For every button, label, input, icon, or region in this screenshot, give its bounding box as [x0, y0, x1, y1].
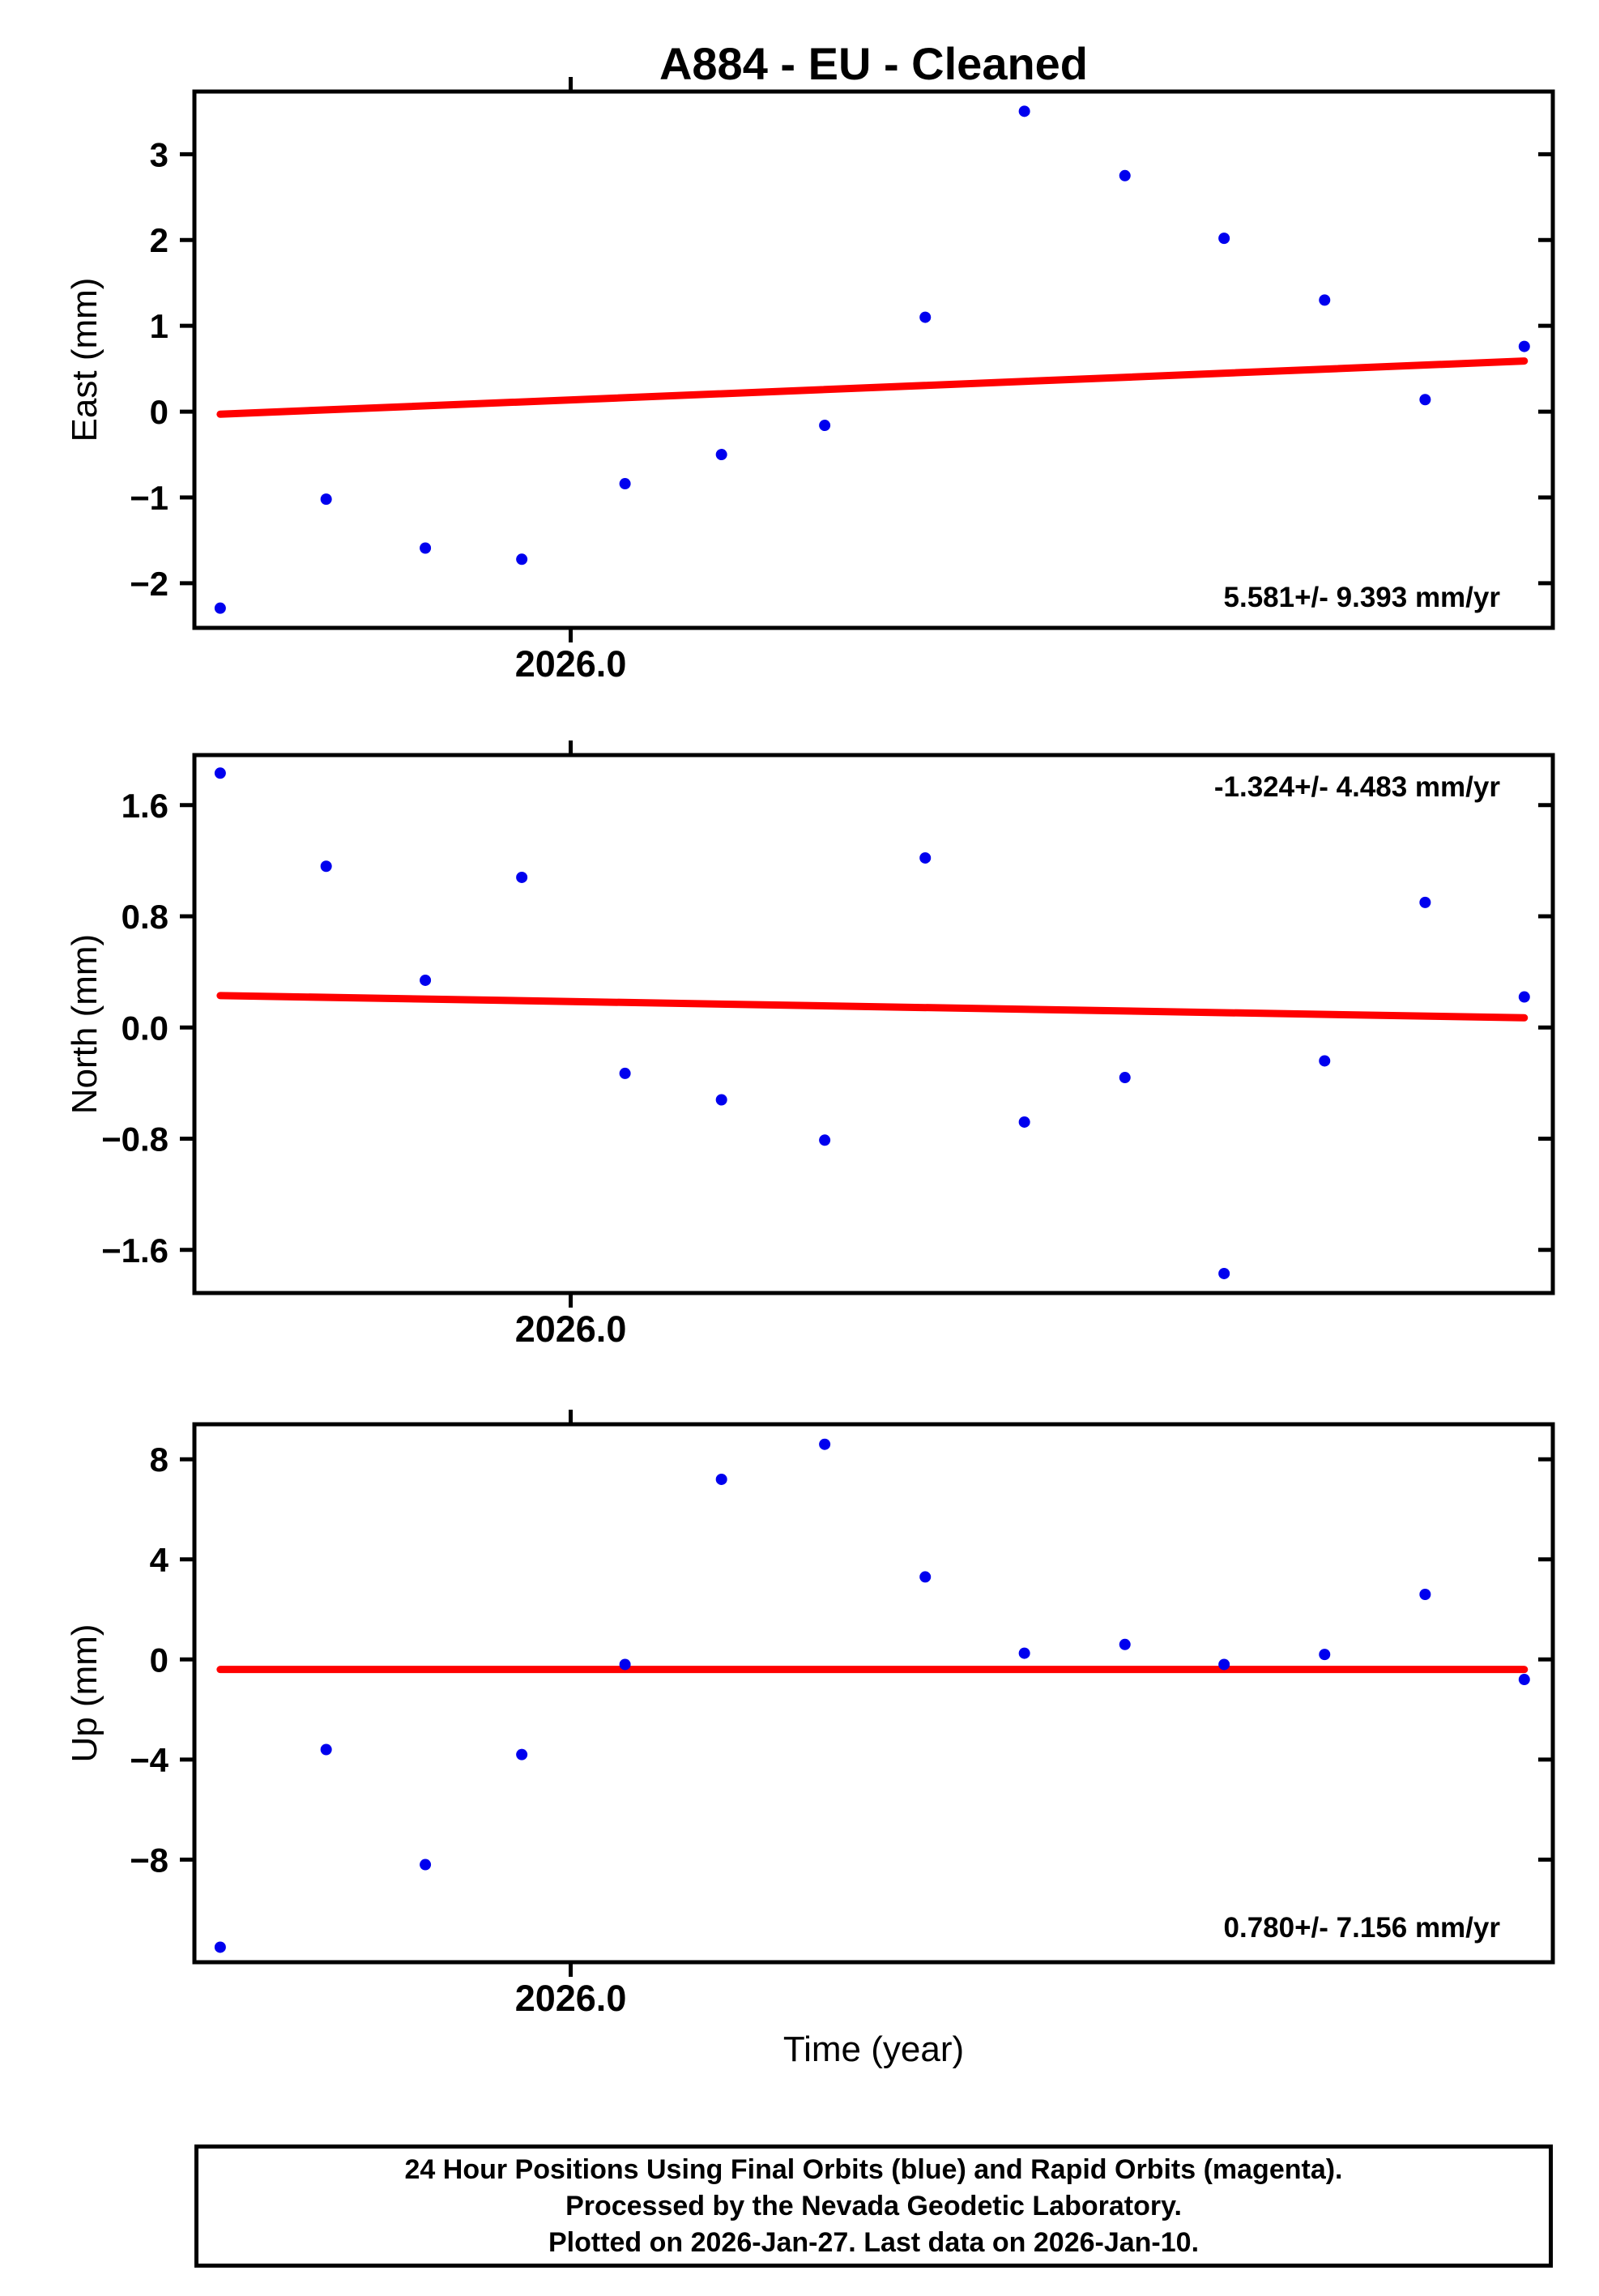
- data-point: [1419, 896, 1431, 908]
- data-point: [1119, 169, 1131, 181]
- data-point: [919, 311, 932, 323]
- data-point: [919, 851, 932, 864]
- y-tick-label: 8: [150, 1440, 168, 1479]
- data-point: [1218, 1658, 1230, 1671]
- data-point: [214, 602, 226, 614]
- data-point: [1419, 394, 1431, 406]
- data-point: [420, 542, 432, 554]
- data-point: [619, 1067, 631, 1079]
- data-point: [619, 478, 631, 490]
- data-point: [715, 1473, 727, 1485]
- y-tick-label: 0.0: [122, 1009, 168, 1047]
- y-tick-label: −2: [130, 565, 168, 603]
- up-rate-annotation: 0.780+/- 7.156 mm/yr: [1223, 1912, 1501, 1944]
- data-point: [819, 1134, 831, 1146]
- data-point: [819, 420, 831, 432]
- data-point: [214, 1941, 226, 1953]
- data-point: [1319, 1055, 1331, 1067]
- data-point: [919, 1571, 932, 1583]
- plot-title: A884 - EU - Cleaned: [659, 38, 1089, 89]
- panel-frame: [192, 1422, 1555, 1965]
- data-point: [1119, 1638, 1131, 1650]
- data-point: [320, 1743, 332, 1756]
- y-tick-label: −4: [130, 1741, 169, 1779]
- y-tick-label: 0: [150, 1641, 168, 1679]
- caption-box: 24 Hour Positions Using Final Orbits (bl…: [194, 2144, 1553, 2268]
- caption-line-3: Plotted on 2026-Jan-27. Last data on 202…: [548, 2226, 1200, 2258]
- y-tick-label: 3: [150, 135, 168, 173]
- data-point: [516, 1748, 528, 1760]
- y-tick-label: 1: [150, 307, 168, 345]
- x-axis-title: Time (year): [782, 2029, 965, 2069]
- x-tick-label: 2026.0: [515, 643, 627, 685]
- caption-line-2: Processed by the Nevada Geodetic Laborat…: [565, 2190, 1182, 2221]
- data-point: [715, 449, 727, 461]
- data-point: [1319, 294, 1331, 306]
- data-point: [320, 860, 332, 873]
- data-point: [1419, 1589, 1431, 1601]
- y-tick-label: −0.8: [101, 1120, 168, 1159]
- y-tick-label: 1.6: [122, 787, 168, 825]
- east-rate-annotation: 5.581+/- 9.393 mm/yr: [1223, 582, 1501, 613]
- data-point: [1218, 1267, 1230, 1279]
- data-point: [516, 871, 528, 883]
- data-point: [1518, 340, 1530, 352]
- panel-frame: [192, 89, 1555, 630]
- trend-line: [216, 357, 1529, 418]
- data-point: [516, 553, 528, 565]
- y-tick-label: 0.8: [122, 898, 168, 936]
- x-tick-label: 2026.0: [515, 1308, 627, 1350]
- trend-line: [216, 992, 1529, 1022]
- data-point: [715, 1094, 727, 1106]
- y-tick-label: −1.6: [101, 1231, 168, 1270]
- data-point: [1018, 105, 1030, 117]
- y-tick-label: 0: [150, 393, 168, 431]
- data-point: [320, 493, 332, 506]
- data-point: [1319, 1649, 1331, 1661]
- data-point: [1518, 991, 1530, 1003]
- data-point: [420, 974, 432, 986]
- data-point: [1119, 1072, 1131, 1084]
- panel-frame: [192, 753, 1555, 1295]
- data-point: [1018, 1647, 1030, 1659]
- y-tick-label: 4: [150, 1541, 169, 1579]
- data-point: [1218, 233, 1230, 245]
- y-tick-label: −1: [130, 479, 168, 517]
- data-point: [1518, 1674, 1530, 1686]
- data-point: [214, 767, 226, 779]
- north-rate-annotation: -1.324+/- 4.483 mm/yr: [1213, 771, 1500, 803]
- data-point: [1018, 1116, 1030, 1128]
- caption-line-1: 24 Hour Positions Using Final Orbits (bl…: [404, 2153, 1343, 2185]
- data-point: [819, 1438, 831, 1450]
- y-tick-label: 2: [150, 221, 168, 259]
- data-point: [619, 1658, 631, 1671]
- data-point: [420, 1859, 432, 1871]
- y-tick-label: −8: [130, 1841, 168, 1879]
- x-tick-label: 2026.0: [515, 1978, 627, 2019]
